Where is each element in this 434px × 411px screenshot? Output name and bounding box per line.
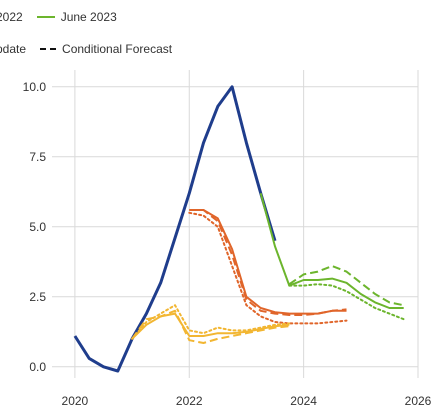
legend-label-june-2023: June 2023 <box>60 10 117 24</box>
series-line-5 <box>131 304 291 340</box>
grid <box>52 70 419 378</box>
y-tick-label: 10.0 <box>23 80 47 94</box>
legend-item-update: pdate <box>0 42 26 56</box>
series-lines <box>73 85 405 373</box>
series-line-0 <box>73 85 277 373</box>
legend-item-2022: 2022 <box>0 10 23 24</box>
series-line-3 <box>189 209 347 316</box>
series-line-8 <box>288 265 404 307</box>
legend-item-conditional-forecast: Conditional Forecast <box>34 42 172 56</box>
legend-label-update: pdate <box>0 42 27 56</box>
legend-item-june-2023: June 2023 <box>31 10 117 24</box>
legend-label-conditional-forecast: Conditional Forecast <box>62 42 173 56</box>
tick-labels: 2020 2022 2024 2026 0.0 2.5 5.0 7.5 10.0 <box>23 80 432 408</box>
series-line-7 <box>259 192 404 309</box>
series-line-1 <box>189 209 347 315</box>
series-line-2 <box>188 211 348 325</box>
y-tick-label: 2.5 <box>29 290 46 304</box>
x-tick-label: 2026 <box>405 394 432 408</box>
x-tick-label: 2022 <box>176 394 203 408</box>
legend-label-2022: 2022 <box>0 10 23 24</box>
legend-row-bottom: pdate Conditional Forecast <box>0 40 180 58</box>
y-tick-label: 7.5 <box>29 150 46 164</box>
legend-swatch-conditional-forecast <box>40 48 57 50</box>
x-tick-label: 2024 <box>290 394 317 408</box>
y-tick-label: 0.0 <box>29 360 46 374</box>
y-tick-label: 5.0 <box>29 220 46 234</box>
series-line-6 <box>131 309 290 344</box>
legend-swatch-june-2023 <box>36 16 55 18</box>
series-line-9 <box>288 283 405 321</box>
x-tick-label: 2020 <box>62 394 89 408</box>
legend-row-top: 2022 June 2023 <box>0 8 125 26</box>
